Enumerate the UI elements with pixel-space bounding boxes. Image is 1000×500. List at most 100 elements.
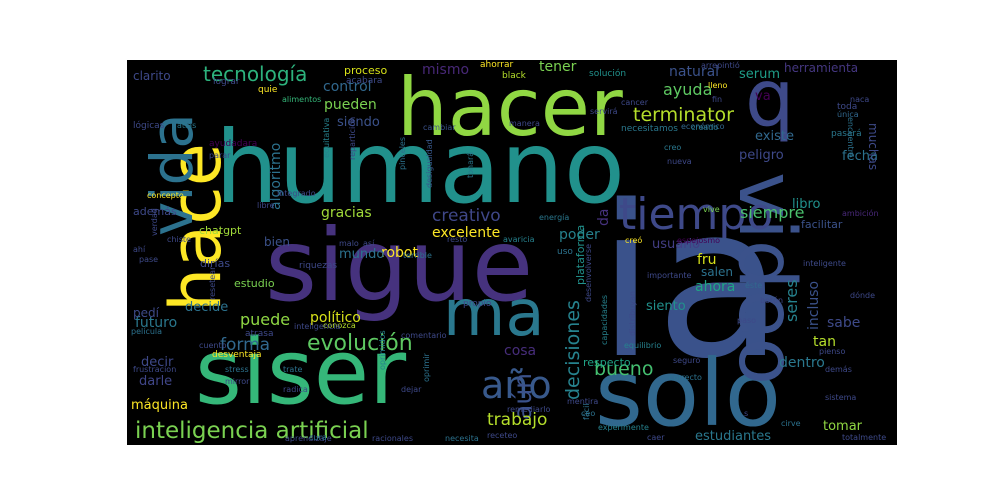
cloud-word: remediarlo xyxy=(507,405,551,414)
cloud-word: equilibrio xyxy=(624,341,662,350)
cloud-word: ia xyxy=(597,160,785,405)
cloud-word: pase xyxy=(139,255,159,264)
cloud-word: atrasa xyxy=(245,329,274,339)
cloud-word: resto xyxy=(447,235,468,244)
cloud-word: s xyxy=(744,409,749,418)
cloud-word: creativo xyxy=(432,206,501,226)
cloud-word: gracias xyxy=(321,205,372,221)
cloud-word: trabajo xyxy=(487,410,548,430)
cloud-word: única xyxy=(837,110,859,119)
cloud-word: ahí xyxy=(133,245,146,254)
cloud-word: necesita xyxy=(445,434,479,443)
cloud-word: siendo xyxy=(337,115,380,130)
cloud-word: riquezas xyxy=(299,261,338,271)
cloud-word: necesitamos xyxy=(621,124,678,134)
cloud-word: respecto xyxy=(583,356,631,369)
cloud-word: mirror xyxy=(225,377,250,386)
cloud-word: forma xyxy=(220,335,271,355)
cloud-word: sabe xyxy=(827,315,861,331)
cloud-word: trate xyxy=(283,365,303,374)
cloud-word: cambiar xyxy=(423,123,456,132)
cloud-word: demás xyxy=(825,365,852,374)
cloud-word: herramienta xyxy=(784,61,859,75)
cloud-word: uso xyxy=(557,247,573,257)
cloud-word: siempre xyxy=(740,203,805,222)
cloud-word: estudiantes xyxy=(695,429,772,444)
cloud-word: desventaja xyxy=(212,350,262,360)
cloud-word: concepto xyxy=(147,191,184,200)
cloud-word: seres xyxy=(782,279,801,322)
cloud-word: correcto xyxy=(669,373,702,382)
cloud-word: quie xyxy=(258,85,278,95)
cloud-word: usuario xyxy=(652,237,701,252)
cloud-word: importante xyxy=(647,271,692,280)
cloud-word: tiempo xyxy=(619,189,774,240)
cloud-word: dónde xyxy=(850,291,876,300)
cloud-word: desigualdad xyxy=(425,139,434,188)
cloud-word: máquina xyxy=(131,398,188,413)
cloud-word: pinceles xyxy=(398,136,407,170)
cloud-word: dentro xyxy=(779,355,825,371)
cloud-word: proceso xyxy=(344,64,388,77)
cloud-word: ceo xyxy=(581,409,596,418)
cloud-word: cancer xyxy=(621,98,648,107)
cloud-word: evolución xyxy=(307,331,413,356)
cloud-word: racionales xyxy=(372,434,413,443)
cloud-word: q xyxy=(745,60,795,144)
cloud-word: pedí xyxy=(133,306,159,320)
cloud-word: dirías xyxy=(200,257,231,270)
cloud-word: manera xyxy=(509,119,540,128)
cloud-word: alimentos xyxy=(282,95,322,104)
cloud-word: oprimir xyxy=(422,353,431,382)
cloud-word: lógicas xyxy=(133,121,165,131)
cloud-word: ahorrar xyxy=(480,60,514,70)
cloud-word: naca xyxy=(850,95,870,104)
cloud-word: ambición xyxy=(842,209,879,218)
cloud-word: libro xyxy=(792,197,821,212)
cloud-word: fácil xyxy=(582,403,591,420)
cloud-word: nueva xyxy=(667,157,692,166)
cloud-word: chatgpt xyxy=(199,224,242,237)
cloud-word: tan xyxy=(813,334,836,350)
cloud-word: inteligencia artificial xyxy=(135,418,369,444)
cloud-word: oprimidos xyxy=(378,330,387,370)
cloud-word: fin xyxy=(712,95,723,104)
cloud-word: equitativa xyxy=(322,117,331,158)
cloud-word: da xyxy=(596,208,612,226)
cloud-word: fecha xyxy=(842,149,878,164)
cloud-word: botón xyxy=(760,296,784,305)
cloud-word: comentario xyxy=(401,331,447,340)
cloud-word: inteligente xyxy=(803,259,846,268)
cloud-word: desenvolverse xyxy=(584,243,593,302)
cloud-word: capacidades xyxy=(600,294,609,345)
cloud-word: siento xyxy=(646,299,686,314)
cloud-word: mismo xyxy=(422,62,470,78)
cloud-word: creó xyxy=(625,236,643,245)
cloud-word: muchas xyxy=(866,123,880,171)
cloud-word: toda xyxy=(837,102,858,112)
cloud-word: cirve xyxy=(781,419,801,428)
cloud-word: ayudadara xyxy=(209,139,258,149)
cloud-word: black xyxy=(502,71,526,81)
cloud-word: excelente xyxy=(432,225,501,241)
cloud-word: stress xyxy=(225,365,249,374)
cloud-word: humano xyxy=(215,109,626,226)
cloud-word: fru xyxy=(697,252,717,268)
cloud-word: chiste xyxy=(167,235,191,244)
cloud-word: sistema xyxy=(825,393,857,402)
cloud-word: tomar xyxy=(823,419,863,434)
cloud-word: futuro xyxy=(135,315,178,331)
cloud-word: existe xyxy=(755,129,794,144)
cloud-word: lleno xyxy=(708,81,728,90)
cloud-word: cosa xyxy=(504,343,537,359)
cloud-word: ayuda xyxy=(663,80,713,99)
cloud-word: aprendizaje xyxy=(285,434,332,443)
cloud-word: verdad xyxy=(150,208,159,236)
cloud-word: darle xyxy=(139,374,173,389)
cloud-word: decisiones xyxy=(562,300,584,400)
cloud-word: éste xyxy=(745,281,763,290)
cloud-word: frustracion xyxy=(133,365,177,374)
cloud-word: experimente xyxy=(598,423,649,432)
cloud-word: ma xyxy=(443,277,545,351)
cloud-word: vive xyxy=(703,205,720,214)
